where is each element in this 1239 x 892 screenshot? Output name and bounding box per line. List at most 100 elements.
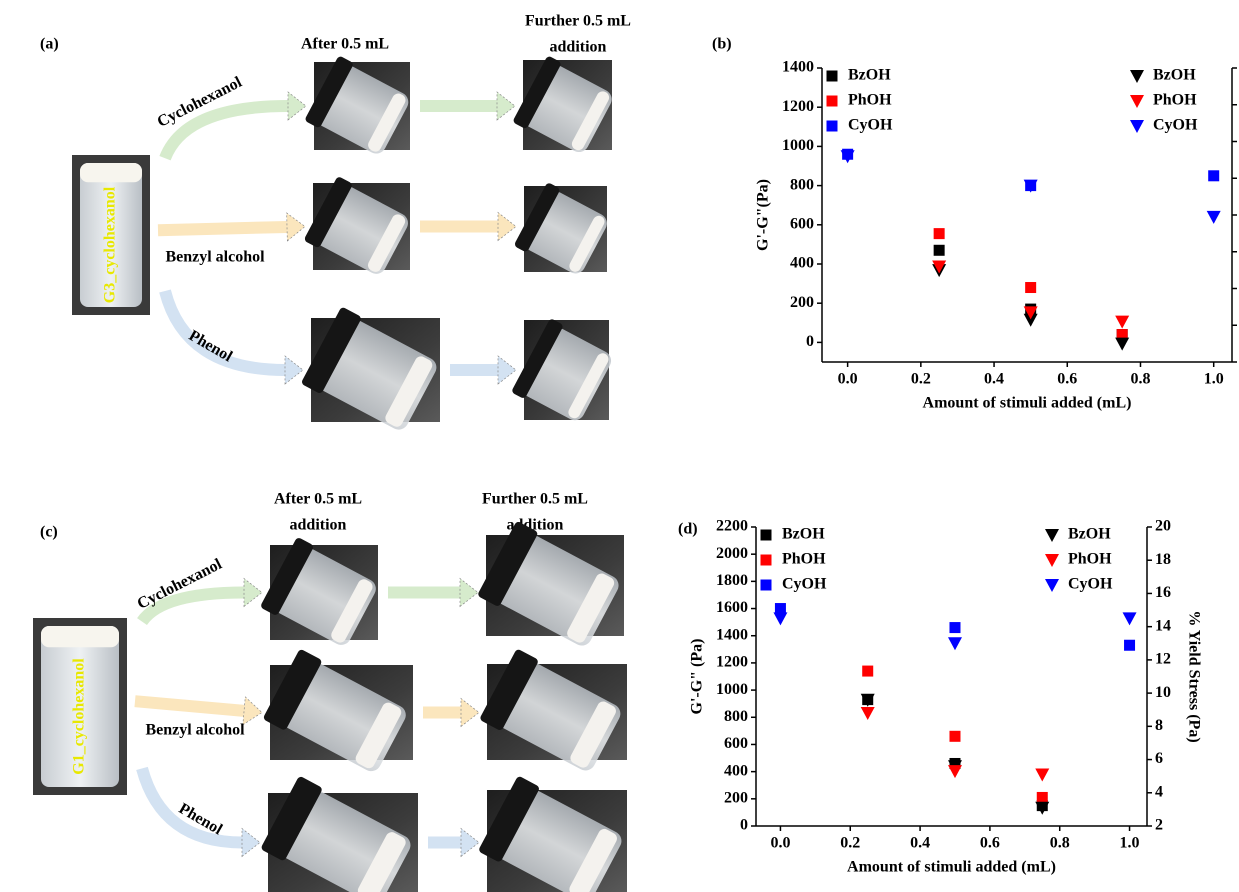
data-point [949,622,961,634]
sample-gel [80,163,142,183]
legend-label: CyOH [848,117,893,134]
vial-cap [263,649,322,730]
legend-label: CyOH [1068,576,1113,593]
legend-marker [760,579,772,591]
y-tick-label: 1800 [716,572,748,589]
panel-label: (d) [678,521,698,538]
arrow-head [460,697,480,728]
y-tick-label: 200 [790,294,814,311]
data-point [1208,170,1220,182]
x-tick-label: 0.8 [1130,371,1150,388]
y-tick-label: 600 [724,735,748,752]
x-axis-label: Amount of stimuli added (mL) [847,859,1056,876]
y-tick-label: 1200 [716,654,748,671]
column-header: Further 0.5 mL [482,491,588,508]
vial-photo [305,56,409,154]
data-point [947,637,962,651]
legend-marker [1045,554,1059,567]
data-point [933,244,945,256]
legend-marker [1130,120,1144,133]
data-point [1023,179,1038,193]
panel-label: (a) [40,36,59,53]
data-point [1115,337,1130,351]
legend-label: PhOH [1153,92,1197,109]
row-label: Benzyl alcohol [145,722,245,739]
y2-tick-label: 18 [1155,551,1171,568]
gel [385,356,433,427]
data-point [949,730,961,742]
y-tick-label: 0 [740,817,748,834]
arrow-head [459,577,479,608]
vial-cap [302,307,361,393]
vial-photo [302,307,437,430]
arrow-head [286,212,306,242]
arrow-head [460,827,480,858]
legend-label: BzOH [1153,67,1196,84]
legend-marker [760,554,772,566]
vial-cap [479,776,539,862]
gel [367,214,406,272]
arrow-head [496,91,516,121]
vial-cap [304,177,352,248]
data-point [1035,801,1050,815]
y-tick-label: 1400 [782,59,814,76]
arrow-shaft [159,289,286,376]
x-tick-label: 0.6 [980,835,1000,852]
legend-label: BzOH [1068,526,1111,543]
y2-tick-label: 8 [1155,717,1163,734]
arrow-shaft [157,220,288,237]
y2-tick-label: 6 [1155,750,1163,767]
y-axis-label: G'-G" (Pa) [689,639,706,715]
y-tick-label: 1000 [716,681,748,698]
row-label: Benzyl alcohol [165,249,265,266]
gel [567,573,615,643]
legend-label: CyOH [782,576,827,593]
x-tick-label: 0.0 [770,835,790,852]
data-point [862,665,874,677]
legend-marker [1045,529,1059,542]
x-tick-label: 0.0 [838,371,858,388]
gel [355,702,402,769]
gel [570,701,616,768]
arrow-head [243,577,263,608]
y2-tick-label: 2 [1155,817,1163,834]
sample-vial [80,163,142,307]
vial-cap [478,522,538,606]
legend-marker [760,529,772,541]
data-point [1124,639,1136,651]
x-tick-label: 1.0 [1204,371,1224,388]
data-point [1023,306,1038,320]
arrow-head [284,355,304,385]
arrow-head [497,211,517,242]
x-tick-label: 0.2 [840,835,860,852]
y-tick-label: 800 [790,176,814,193]
arrow-head [497,355,517,385]
data-point [1023,313,1038,327]
arrow-head [287,91,307,121]
legend-marker [826,70,838,82]
vial-cap [261,776,322,861]
sample-vial [41,626,119,787]
y2-tick-label: 4 [1155,783,1163,800]
y-tick-label: 1400 [716,626,748,643]
sample-name: G1_cyclohexanol [71,658,88,775]
legend-label: PhOH [1068,551,1112,568]
vial-cap [480,649,538,730]
arrow-shaft [137,586,245,626]
data-point [860,693,875,707]
x-tick-label: 0.4 [984,371,1004,388]
data-point [1025,282,1037,294]
y2-axis-label: % Yield Stress (Pa) [1185,610,1202,742]
legend-label: CyOH [1153,117,1198,134]
vial-photo [513,56,612,153]
vial-photo [514,183,607,274]
data-point [1206,210,1221,224]
gel [357,832,406,892]
vial-cap [514,183,560,252]
vial-cap [512,319,563,398]
legend-label: PhOH [848,92,892,109]
sample-gel [41,626,119,648]
panel-label: (b) [712,36,732,53]
data-point [840,150,855,164]
data-point [774,603,786,615]
